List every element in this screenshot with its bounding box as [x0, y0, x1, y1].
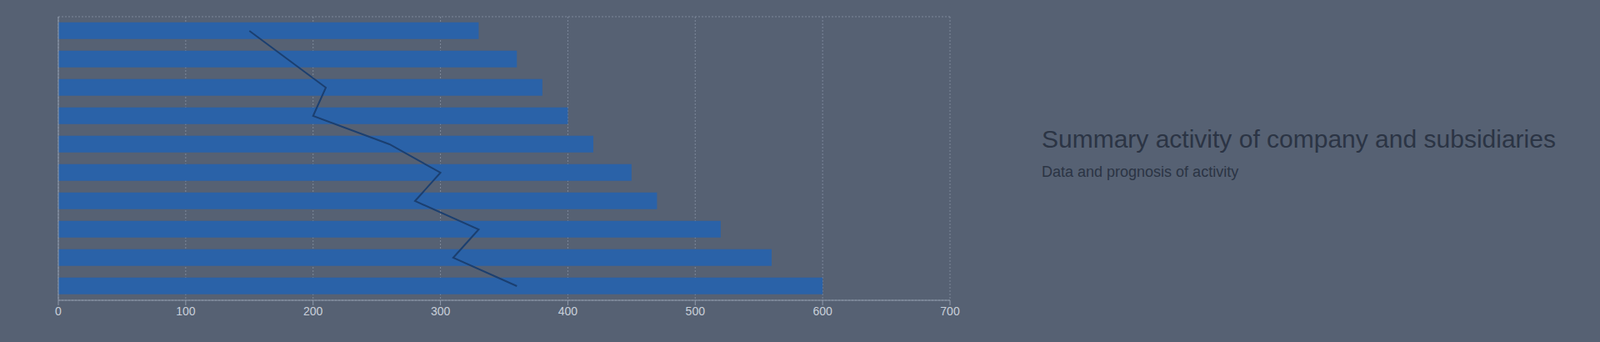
svg-text:100: 100 [175, 304, 196, 318]
svg-text:300: 300 [430, 304, 451, 318]
html-text:Data and prognosis of activity: Data and prognosis of activity [1041, 163, 1239, 180]
svg-text:0: 0 [55, 304, 62, 318]
svg-text:700: 700 [940, 304, 960, 318]
svg-text:600: 600 [812, 304, 833, 318]
svg-text:400: 400 [558, 304, 579, 318]
svg-text:500: 500 [685, 304, 706, 318]
svg-text:200: 200 [303, 304, 324, 318]
html-text:Summary activity of company an: Summary activity of company and subsidia… [1041, 125, 1556, 153]
